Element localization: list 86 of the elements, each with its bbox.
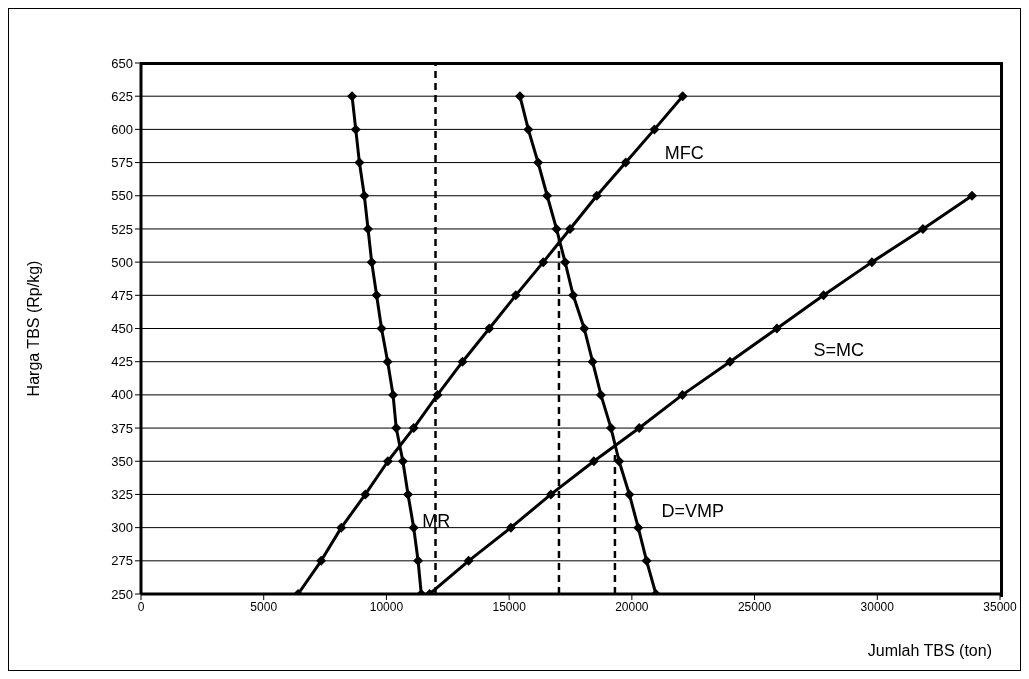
y-tick-label: 375 — [111, 420, 133, 436]
y-tick-label: 525 — [111, 221, 133, 237]
series-label: S=MC — [813, 339, 864, 361]
y-tick-label: 475 — [111, 287, 133, 303]
point — [614, 456, 625, 467]
x-tick-label: 35000 — [983, 599, 1018, 614]
x-tick-label: 10000 — [369, 599, 404, 614]
point — [677, 91, 688, 102]
point — [316, 555, 327, 566]
point — [413, 555, 424, 566]
y-tick-label: 650 — [111, 55, 133, 71]
y-tick-label: 350 — [111, 453, 133, 469]
y-tick-label: 250 — [111, 586, 133, 602]
point — [551, 223, 562, 234]
point — [463, 555, 474, 566]
y-tick-label: 450 — [111, 321, 133, 337]
point — [371, 290, 382, 301]
point — [397, 456, 408, 467]
point — [354, 157, 365, 168]
point — [391, 423, 402, 434]
point — [382, 456, 393, 467]
point — [591, 190, 602, 201]
point — [542, 190, 553, 201]
x-tick-label: 20000 — [615, 599, 649, 614]
point — [347, 91, 358, 102]
y-tick-label: 425 — [111, 354, 133, 370]
point — [606, 423, 616, 434]
point — [677, 389, 688, 400]
point — [403, 489, 414, 500]
y-axis-title: Harga TBS (Rp/kg) — [24, 260, 42, 397]
x-axis-title: Jumlah TBS (ton) — [867, 642, 992, 659]
point — [967, 190, 978, 201]
point — [560, 257, 571, 268]
point — [579, 323, 590, 334]
point — [538, 257, 549, 268]
point — [510, 290, 521, 301]
point — [917, 223, 928, 234]
point — [565, 223, 576, 234]
point — [388, 389, 399, 400]
point — [568, 290, 579, 301]
series-label: D=VMP — [661, 501, 724, 523]
x-tick-label: 30000 — [860, 599, 895, 614]
y-tick-label: 325 — [111, 487, 133, 503]
point — [366, 257, 377, 268]
point — [620, 157, 631, 168]
y-tick-label: 575 — [111, 155, 133, 171]
point — [408, 522, 419, 533]
point — [725, 356, 736, 367]
point — [633, 522, 644, 533]
point — [505, 522, 516, 533]
y-tick-label: 550 — [111, 188, 133, 204]
point — [382, 356, 393, 367]
y-tick-label: 500 — [111, 254, 133, 270]
point — [408, 423, 419, 434]
point — [641, 555, 652, 566]
y-tick-label: 400 — [111, 387, 133, 403]
point — [350, 124, 361, 135]
y-tick-label: 600 — [111, 121, 133, 137]
point — [588, 456, 599, 467]
point — [866, 257, 877, 268]
point — [545, 489, 556, 500]
y-tick-label: 625 — [111, 88, 133, 104]
point — [587, 356, 598, 367]
x-tick-label: 15000 — [492, 599, 527, 614]
point — [624, 489, 635, 500]
point — [595, 389, 606, 400]
x-tick-label: 5000 — [250, 599, 278, 614]
point — [376, 323, 387, 334]
point — [336, 522, 347, 533]
point — [649, 124, 660, 135]
point — [533, 157, 544, 168]
point — [359, 190, 370, 201]
point — [484, 323, 495, 334]
y-tick-label: 300 — [111, 520, 133, 536]
series-label: MFC — [664, 142, 704, 164]
point — [818, 290, 829, 301]
point — [432, 389, 443, 400]
point — [514, 91, 525, 102]
point — [634, 423, 645, 434]
point — [360, 489, 371, 500]
x-tick-label: 25000 — [737, 599, 772, 614]
point — [523, 124, 534, 135]
y-tick-label: 275 — [111, 553, 133, 569]
point — [457, 356, 468, 367]
point — [771, 323, 782, 334]
x-tick-label: 0 — [137, 599, 145, 614]
